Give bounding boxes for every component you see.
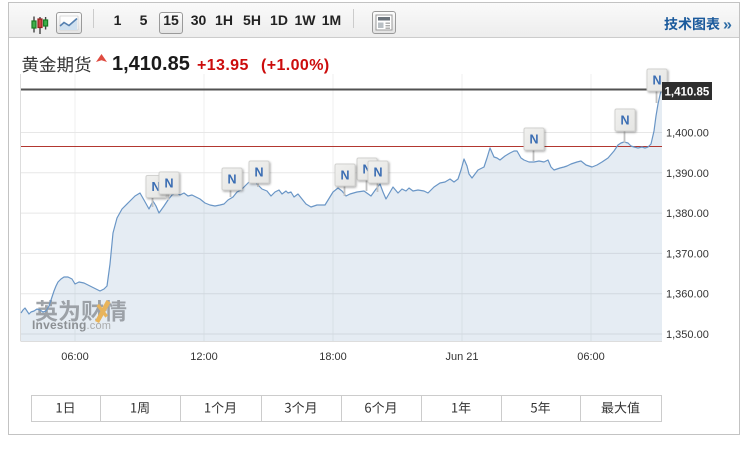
svg-text:N: N [652,74,661,88]
svg-text:1,390.00: 1,390.00 [666,168,709,180]
svg-text:Investing.com: Investing.com [32,318,111,332]
svg-text:N: N [529,133,538,147]
svg-text:Jun 21: Jun 21 [445,351,478,363]
svg-text:N: N [151,180,160,194]
svg-text:N: N [362,163,371,177]
svg-text:06:00: 06:00 [61,351,89,363]
svg-text:1,370.00: 1,370.00 [666,248,709,260]
svg-text:12:00: 12:00 [190,351,218,363]
svg-text:1,380.00: 1,380.00 [666,208,709,220]
svg-text:N: N [254,166,263,180]
svg-text:N: N [373,166,382,180]
svg-text:1,360.00: 1,360.00 [666,289,709,301]
svg-text:18:00: 18:00 [319,351,347,363]
svg-text:N: N [227,173,236,187]
svg-text:1,350.00: 1,350.00 [666,329,709,341]
svg-text:06:00: 06:00 [577,351,605,363]
svg-text:N: N [164,177,173,191]
svg-text:N: N [340,169,349,183]
svg-text:1,400.00: 1,400.00 [666,128,709,140]
svg-text:1,410.85: 1,410.85 [665,87,710,99]
svg-text:»: » [723,17,732,34]
svg-text:N: N [620,114,629,128]
